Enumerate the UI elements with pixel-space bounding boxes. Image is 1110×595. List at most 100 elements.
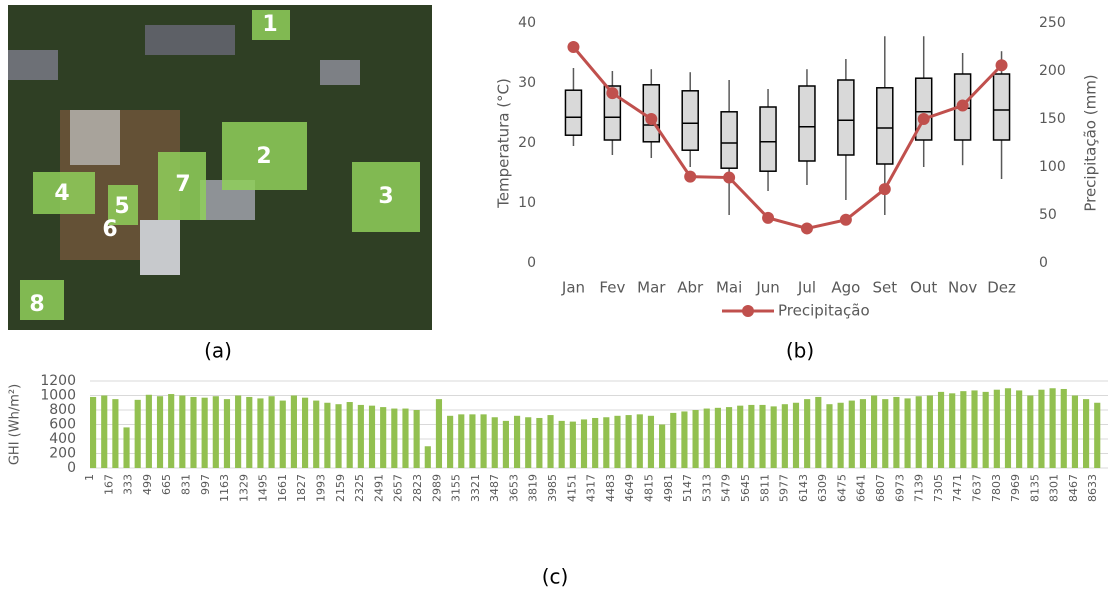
x-tick-label: 4815 [642,474,655,502]
y-tick-label: 200 [49,446,76,462]
box [877,88,893,164]
bar [179,396,185,469]
x-tick-label: 3155 [450,474,463,502]
x-tick-label: Ago [831,279,860,297]
x-tick-label: 3819 [527,474,540,502]
y-axis-title: GHI (Wh/m²) [8,384,23,465]
field-label: 3 [378,184,393,209]
y-tick-label: 10 [518,195,536,211]
x-tick-label: 1329 [237,474,250,502]
bar [235,396,241,469]
x-tick-label: Mar [637,279,666,297]
bar [257,398,263,468]
bar [693,410,699,468]
x-tick-label: 5479 [720,474,733,502]
bar [849,401,855,468]
building [145,25,235,55]
x-tick-label: 8135 [1028,474,1041,502]
x-tick-label: 8301 [1048,474,1061,502]
bar [871,396,877,469]
x-tick-label: Jan [561,279,585,297]
box [838,80,854,155]
point [918,113,930,125]
bar [603,417,609,468]
y-tick-label: 0 [527,255,536,271]
bar [949,393,955,468]
bar [681,411,687,468]
x-tick-label: 2823 [411,474,424,502]
bar [291,396,297,469]
x-tick-label: 7969 [1009,474,1022,502]
point [684,171,696,183]
x-tick-label: 4981 [662,474,675,502]
x-tick-label: 1495 [257,474,270,502]
legend-marker [742,305,754,317]
bar [983,392,989,468]
bar [1027,396,1033,469]
bar [436,399,442,468]
bar [904,398,910,468]
building [8,50,58,80]
x-tick-label: 8633 [1086,474,1099,502]
x-tick-label: 3985 [546,474,559,502]
bar [514,416,520,468]
y-tick-label: 0 [67,460,76,476]
bar [893,397,899,468]
point [723,172,735,184]
x-tick-label: 5313 [700,474,713,502]
line [573,47,1001,228]
x-tick-label: 333 [122,474,135,495]
bar [425,446,431,468]
bar [391,409,397,468]
x-tick-label: 2325 [353,474,366,502]
y2-tick-label: 150 [1039,111,1066,127]
bar [213,396,219,468]
box [994,74,1010,140]
caption: (a) [204,339,232,363]
bar [771,406,777,468]
x-tick-label: 7803 [990,474,1003,502]
bar [916,396,922,468]
x-tick-label: Fev [599,279,625,297]
point [840,214,852,226]
bar [659,425,665,469]
bar [335,404,341,468]
bar [1072,396,1078,469]
bar [592,418,598,468]
bar [469,414,475,468]
x-tick-label: 5977 [778,474,791,502]
x-tick-label: 4649 [623,474,636,502]
y2-tick-label: 200 [1039,63,1066,79]
y-tick-label: 20 [518,135,536,151]
x-tick-label: 1827 [295,474,308,502]
figure: (a) 12345678010203040050100150200250Temp… [0,0,1110,591]
building [320,60,360,85]
bar [1038,390,1044,468]
bar [503,421,509,468]
bar [570,422,576,468]
bar [358,405,364,468]
bar [246,397,252,468]
bar [971,390,977,468]
bar [202,398,208,468]
bar [782,404,788,468]
x-tick-label: 665 [160,474,173,495]
bar [1061,389,1067,468]
bar [101,396,107,469]
bar [626,415,632,468]
y2-tick-label: 50 [1039,207,1057,223]
x-tick-label: 5645 [739,474,752,502]
x-tick-label: 6641 [855,474,868,502]
y2-tick-label: 0 [1039,255,1048,271]
bar [960,391,966,468]
x-tick-label: 2989 [430,474,443,502]
bar [826,404,832,468]
bar [168,394,174,468]
y2-axis-title: Precipitação (mm) [1082,74,1100,211]
y-tick-label: 400 [49,431,76,447]
bar [882,399,888,468]
bar [347,402,353,468]
bar [402,409,408,468]
bar [648,416,654,468]
bar [112,399,118,468]
